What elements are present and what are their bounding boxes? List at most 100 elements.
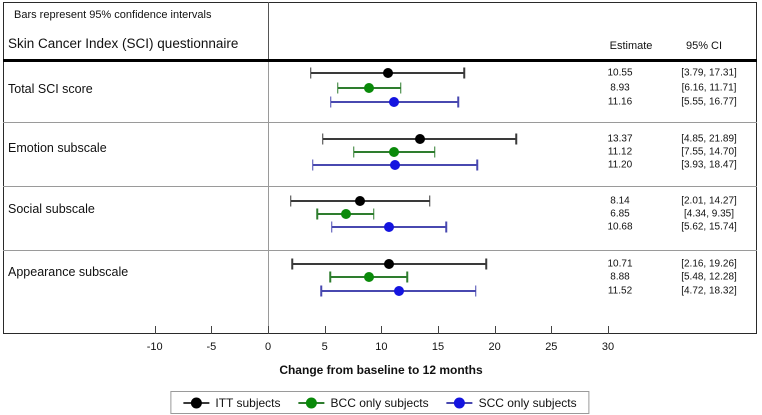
estimate-dot (389, 147, 400, 157)
estimate-value: 10.68 (607, 221, 633, 233)
x-axis-tick (437, 326, 439, 334)
ci-cap-right (485, 258, 488, 270)
x-axis-tick (494, 326, 496, 334)
estimate-value: 11.12 (607, 146, 633, 158)
ci-cap-left (291, 258, 294, 270)
chart-title: Skin Cancer Index (SCI) questionnaire (8, 36, 239, 51)
x-axis-tick-label: -5 (206, 341, 217, 353)
legend-item: SCC only subjects (446, 395, 577, 410)
x-axis-tick (381, 326, 383, 334)
estimate-dot (389, 160, 400, 170)
ci-cap-left (329, 271, 331, 283)
ci-value: [4.85, 21.89] (681, 133, 737, 145)
ci-cap-left (290, 195, 292, 207)
x-axis-tick-label: 25 (545, 341, 558, 353)
ci-value: [6.16, 11.71] (681, 82, 737, 94)
x-axis-tick (607, 326, 609, 334)
ci-cap-right (433, 146, 436, 158)
estimate-dot (384, 259, 395, 269)
legend-item: BCC only subjects (298, 395, 429, 410)
x-axis-tick-label: 0 (264, 341, 272, 353)
legend-marker-icon (183, 397, 210, 408)
legend-marker-icon (298, 397, 325, 408)
estimate-dot (340, 209, 351, 219)
x-axis-tick-label: 20 (488, 341, 501, 353)
ci-value: [2.01, 14.27] (681, 195, 737, 207)
ci-cap-right (428, 195, 431, 207)
ci-value: [2.16, 19.26] (681, 258, 737, 270)
estimate-dot (389, 97, 400, 107)
ci-value: [5.62, 15.74] (681, 221, 737, 233)
x-axis-tick-label: 5 (321, 341, 328, 353)
ci-cap-right (406, 271, 408, 283)
estimate-dot (363, 272, 374, 282)
ci-cap-left (311, 159, 314, 171)
zero-reference-line (268, 62, 269, 334)
ci-cap-right (373, 208, 375, 220)
estimate-value: 10.71 (607, 258, 633, 270)
x-axis-tick-label: 10 (375, 341, 388, 353)
ci-cap-right (463, 67, 465, 79)
x-axis-title: Change from baseline to 12 months (279, 363, 483, 377)
ci-cap-left (352, 146, 355, 158)
legend-label: ITT subjects (215, 395, 281, 410)
ci-cap-right (474, 285, 477, 297)
column-header-estimate: Estimate (609, 40, 653, 52)
estimate-value: 8.88 (610, 271, 630, 283)
ci-cap-left (337, 82, 339, 94)
estimate-value: 6.85 (610, 208, 630, 220)
ci-value: [5.55, 16.77] (681, 96, 737, 108)
legend-label: BCC only subjects (330, 395, 429, 410)
estimate-value: 11.52 (607, 285, 633, 297)
ci-value: [7.55, 14.70] (681, 146, 737, 158)
estimate-value: 10.55 (607, 67, 633, 79)
estimate-value: 8.93 (610, 82, 630, 94)
x-axis-tick (268, 326, 269, 334)
estimate-dot (364, 83, 375, 93)
ci-cap-left (316, 208, 318, 220)
plot-border-box (3, 2, 757, 334)
group-separator (3, 122, 757, 123)
estimate-value: 13.37 (607, 133, 633, 145)
ci-value: [5.48, 12.28] (681, 271, 737, 283)
x-axis-tick-label: 30 (601, 341, 615, 353)
x-axis-tick (324, 326, 326, 334)
column-header-ci: 95% CI (685, 40, 723, 52)
legend-dot-icon (454, 397, 466, 408)
estimate-dot (355, 196, 366, 206)
ci-value: [4.34, 9.35] (683, 208, 735, 220)
ci-cap-left (330, 96, 332, 108)
estimate-value: 11.16 (607, 96, 633, 108)
legend-dot-icon (190, 397, 202, 408)
ci-value: [3.79, 17.31] (681, 67, 737, 79)
ci-cap-left (330, 221, 333, 233)
estimate-value: 8.14 (610, 195, 630, 207)
x-axis-tick (551, 326, 553, 334)
x-axis-tick (211, 326, 213, 334)
group-separator (3, 186, 757, 187)
chart-note: Bars represent 95% confidence intervals (14, 9, 212, 21)
group-label: Appearance subscale (8, 265, 129, 279)
legend-marker-icon (446, 397, 473, 408)
ci-cap-left (320, 285, 323, 297)
estimate-value: 11.20 (607, 159, 633, 171)
group-label: Emotion subscale (8, 141, 107, 155)
ci-cap-right (399, 82, 402, 94)
legend-box: ITT subjects BCC only subjects SCC only su… (170, 391, 590, 414)
ci-cap-right (476, 159, 479, 171)
group-label: Social subscale (8, 202, 95, 216)
group-label: Total SCI score (8, 82, 93, 96)
x-axis-tick (154, 326, 156, 334)
ci-cap-right (457, 96, 459, 108)
legend-dot-icon (306, 397, 318, 408)
ci-cap-right (445, 221, 448, 233)
ci-value: [4.72, 18.32] (681, 285, 737, 297)
ci-value: [3.93, 18.47] (681, 159, 737, 171)
estimate-dot (414, 134, 425, 144)
ci-cap-left (322, 133, 324, 145)
legend-label: SCC only subjects (478, 395, 577, 410)
estimate-dot (393, 286, 404, 296)
legend-item: ITT subjects (183, 395, 281, 410)
ci-cap-left (310, 67, 312, 79)
